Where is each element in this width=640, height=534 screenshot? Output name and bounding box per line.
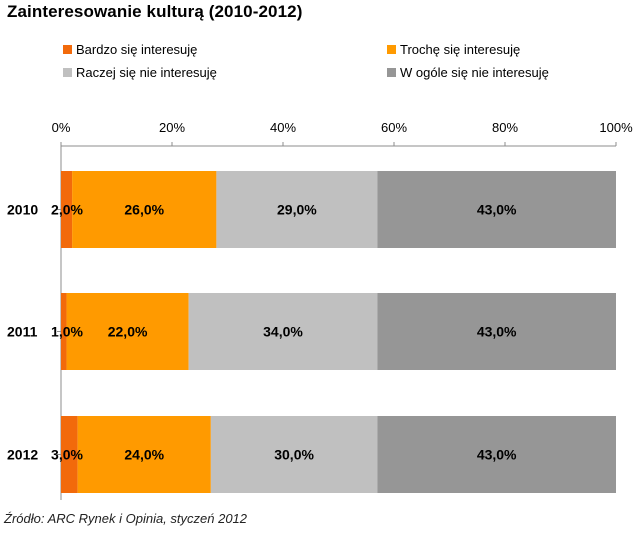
legend-swatch-raczej-nie: [63, 67, 72, 77]
legend-item-troche: Trochę się interesuję: [387, 41, 520, 57]
bar-2012-series-1: [77, 416, 211, 493]
x-tick-label-40: 40%: [270, 120, 296, 135]
category-label-2010: 2010: [7, 202, 38, 218]
data-label-2012-series-3: 43,0%: [477, 447, 517, 463]
data-label-2012-series-1: 24,0%: [124, 447, 164, 463]
legend-label-bardzo: Bardzo się interesuję: [76, 41, 198, 57]
x-tick-label-0: 0%: [52, 120, 71, 135]
bar-2012-series-0: [61, 416, 78, 493]
legend-label-raczej-nie: Raczej się nie interesuję: [76, 64, 217, 80]
legend-item-bardzo: Bardzo się interesuję: [63, 41, 197, 57]
x-tick-label-100: 100%: [599, 120, 633, 135]
bar-2011-series-0: [61, 293, 67, 370]
data-label-2012-series-0: 3,0%: [51, 447, 83, 463]
x-tick-label-80: 80%: [492, 120, 518, 135]
legend-label-troche: Trochę się interesuję: [400, 41, 521, 57]
data-label-2011-series-2: 34,0%: [263, 324, 303, 340]
legend-label-wcale: W ogóle się nie interesuję: [400, 64, 549, 80]
bar-2012-series-3: [377, 416, 616, 493]
data-label-2012-series-2: 30,0%: [274, 447, 314, 463]
bar-2012-series-2: [210, 416, 378, 493]
data-label-2011-series-0: 1,0%: [51, 324, 83, 340]
category-label-2012: 2012: [7, 447, 38, 463]
bar-2011-series-2: [188, 293, 378, 370]
bar-2011-series-3: [377, 293, 616, 370]
x-tick-label-60: 60%: [381, 120, 407, 135]
legend-swatch-wcale: [387, 67, 396, 77]
data-label-2011-series-1: 22,0%: [108, 324, 148, 340]
bar-2010-series-2: [216, 171, 378, 248]
chart-title: Zainteresowanie kulturą (2010-2012): [7, 2, 303, 21]
data-label-2010-series-3: 43,0%: [477, 202, 517, 218]
x-tick-label-20: 20%: [159, 120, 185, 135]
bar-2011-series-1: [66, 293, 189, 370]
data-label-2010-series-2: 29,0%: [277, 202, 317, 218]
data-label-2010-series-0: 2,0%: [51, 202, 83, 218]
data-label-2011-series-3: 43,0%: [477, 324, 517, 340]
data-label-2010-series-1: 26,0%: [124, 202, 164, 218]
legend-swatch-troche: [387, 44, 396, 54]
category-label-2011: 2011: [7, 324, 38, 340]
source-note: Źródło: ARC Rynek i Opinia, styczeń 2012: [4, 511, 248, 526]
legend-item-wcale: W ogóle się nie interesuję: [387, 64, 549, 80]
legend-item-raczej-nie: Raczej się nie interesuję: [63, 64, 217, 80]
bar-2010-series-3: [377, 171, 616, 248]
bar-2010-series-0: [61, 171, 73, 248]
bar-2010-series-1: [72, 171, 217, 248]
legend-swatch-bardzo: [63, 44, 72, 54]
